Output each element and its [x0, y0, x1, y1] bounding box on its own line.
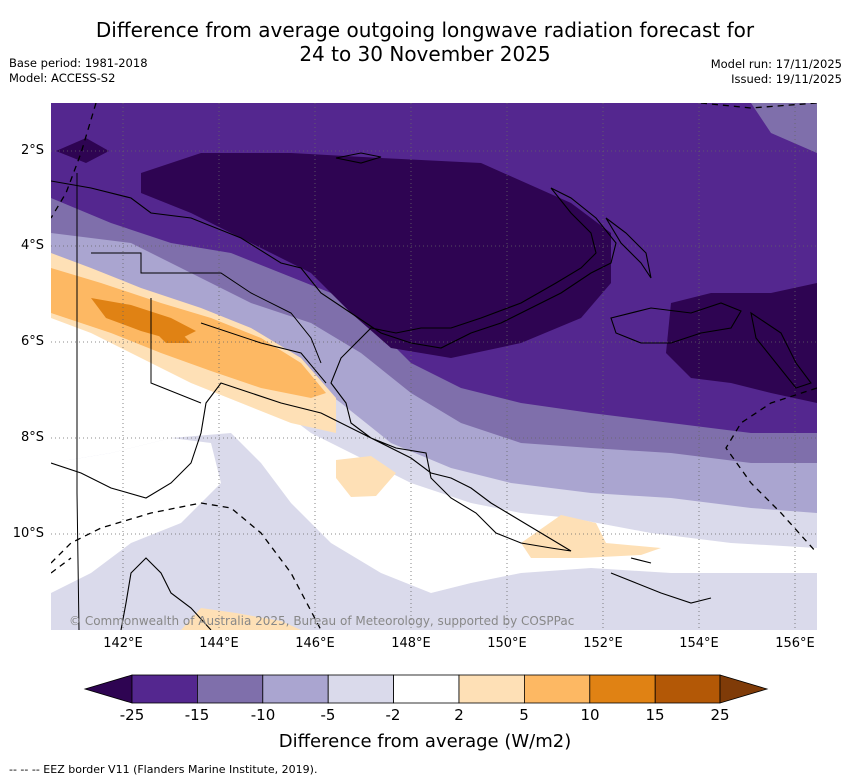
lat-label-2s: 2°S: [20, 143, 44, 158]
colorbar-extend-high: [719, 674, 769, 704]
manus-coast: [335, 152, 382, 164]
field-neutral-zone-west: [51, 438, 221, 593]
colorbar-label-3: -10: [250, 706, 276, 724]
new-ireland-coast: [605, 217, 652, 279]
colorbar-title: Difference from average (W/m2): [278, 731, 572, 752]
lon-label-148e: 148°E: [391, 636, 431, 651]
new-guinea-coast: [51, 180, 617, 552]
model-name: Model: ACCESS-S2: [9, 71, 116, 85]
colorbar-label-6: 2: [454, 706, 464, 724]
meta-right: Model run: 17/11/2025 Issued: 19/11/2025: [711, 57, 842, 87]
colorbar-label-4: -5: [320, 706, 336, 724]
colorbar-seg-7: [523, 674, 591, 704]
colorbar-label-2: -15: [184, 706, 210, 724]
lat-label-4s: 4°S: [20, 238, 44, 253]
colorbar-seg-1: [131, 674, 198, 704]
colorbar-label-1: -25: [119, 706, 145, 724]
lon-label-142e: 142°E: [103, 636, 143, 651]
base-period: Base period: 1981-2018: [9, 56, 148, 70]
chart-title: Difference from average outgoing longwav…: [0, 18, 850, 66]
issued-date: Issued: 19/11/2025: [731, 72, 842, 86]
australia-coast: [120, 557, 212, 630]
lon-label-152e: 152°E: [583, 636, 623, 651]
new-britain-coast: [610, 302, 742, 344]
colorbar-seg-5: [393, 674, 460, 704]
model-run: Model run: 17/11/2025: [710, 57, 842, 71]
title-line-2: 24 to 30 November 2025: [299, 42, 551, 66]
islands-southeast: [610, 557, 712, 604]
copyright-credit: © Commonwealth of Australia 2025, Bureau…: [69, 614, 575, 628]
olr-map: [51, 103, 817, 630]
colorbar-seg-4: [327, 674, 394, 704]
colorbar-label-5: -2: [385, 706, 401, 724]
lon-label-150e: 150°E: [487, 636, 527, 651]
field-positive-strong: [91, 298, 196, 343]
field-neutral-zone: [51, 283, 817, 593]
field-positive-east: [336, 456, 396, 497]
lon-label-154e: 154°E: [679, 636, 719, 651]
colorbar-seg-3: [262, 674, 329, 704]
lat-label-6s: 6°S: [20, 334, 44, 349]
eez-legend: -- -- -- EEZ border V11 (Flanders Marine…: [9, 763, 318, 776]
lon-label-146e: 146°E: [295, 636, 335, 651]
lat-label-10s: 10°S: [12, 526, 44, 541]
colorbar-seg-8: [589, 674, 656, 704]
lon-label-156e: 156°E: [775, 636, 815, 651]
colorbar-extend-low: [83, 674, 133, 704]
field-positive-southeast: [521, 515, 661, 558]
colorbar: [83, 674, 769, 704]
lon-label-144e: 144°E: [199, 636, 239, 651]
bougainville-coast: [750, 311, 812, 389]
admin-borders: [76, 173, 327, 630]
colorbar-seg-2: [197, 674, 264, 704]
colorbar-seg-9: [654, 674, 721, 704]
colorbar-seg-6: [458, 674, 525, 704]
coastlines: [51, 152, 812, 630]
colorbar-label-9: 15: [645, 706, 665, 724]
title-line-1: Difference from average outgoing longwav…: [95, 18, 755, 42]
field-core-north: [141, 153, 611, 358]
field-positive-south: [181, 608, 301, 630]
colorbar-label-7: 5: [519, 706, 529, 724]
colorbar-label-10: 25: [710, 706, 730, 724]
eez-borders: [51, 103, 817, 630]
lat-label-8s: 8°S: [20, 430, 44, 445]
colorbar-label-8: 10: [580, 706, 600, 724]
field-core-east: [666, 283, 817, 403]
meta-left: Base period: 1981-2018 Model: ACCESS-S2: [9, 56, 148, 86]
field-core-west: [56, 138, 109, 163]
